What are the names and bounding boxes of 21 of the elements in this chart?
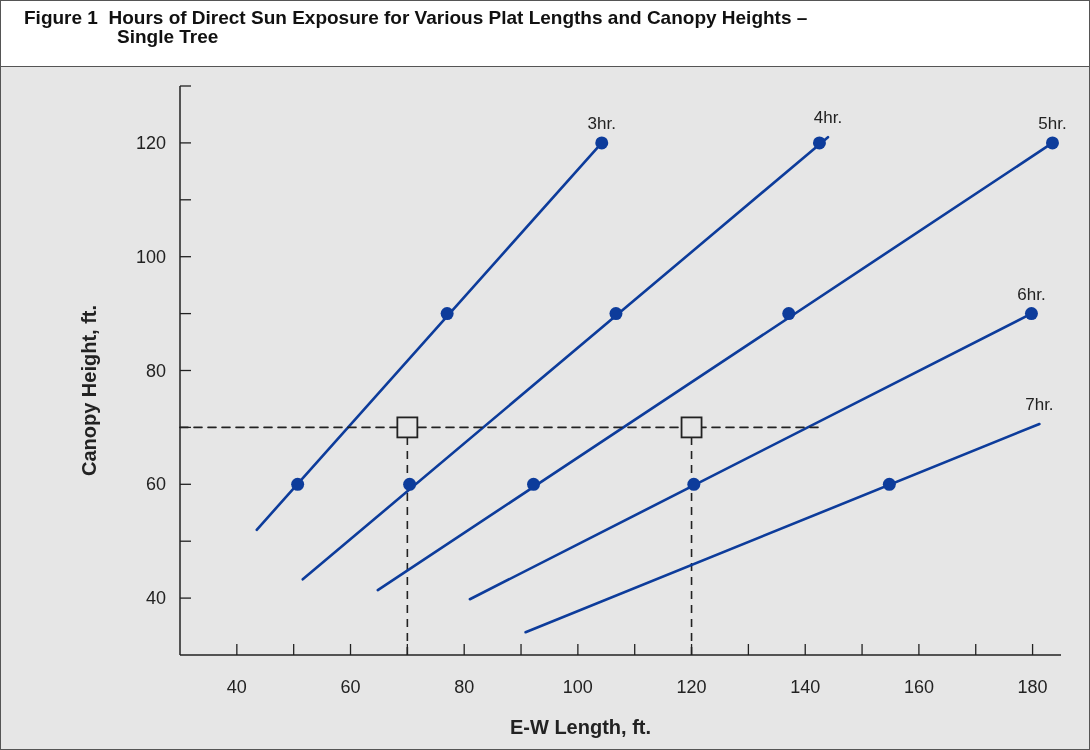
y-axis-title: Canopy Height, ft. bbox=[78, 304, 100, 477]
series-label: 5hr. bbox=[1038, 113, 1067, 133]
chart-title: Figure 1 Hours of Direct Sun Exposure for Various Plat Lengths and Canopy Heights – Single Tree bbox=[24, 7, 808, 47]
y-tick-label: 40 bbox=[145, 588, 166, 609]
y-tick-label: 60 bbox=[145, 474, 166, 495]
x-tick-label: 100 bbox=[562, 677, 593, 697]
x-tick-label: 80 bbox=[454, 677, 475, 697]
y-tick-label: 120 bbox=[135, 132, 166, 153]
series-label: 3hr. bbox=[587, 113, 616, 133]
series-label: 4hr. bbox=[813, 108, 843, 128]
x-tick-label: 120 bbox=[676, 677, 707, 697]
x-tick-label: 40 bbox=[226, 677, 247, 697]
series-label: 7hr. bbox=[1025, 394, 1054, 414]
x-tick-label: 160 bbox=[903, 677, 934, 697]
x-tick-label: 140 bbox=[790, 677, 821, 697]
x-axis-title: E-W Length, ft. bbox=[509, 716, 652, 738]
y-tick-label: 80 bbox=[145, 360, 166, 381]
x-tick-label: 180 bbox=[1017, 677, 1048, 697]
series-label: 6hr. bbox=[1017, 284, 1046, 304]
x-tick-label: 60 bbox=[340, 677, 361, 697]
y-tick-label: 100 bbox=[135, 246, 166, 267]
